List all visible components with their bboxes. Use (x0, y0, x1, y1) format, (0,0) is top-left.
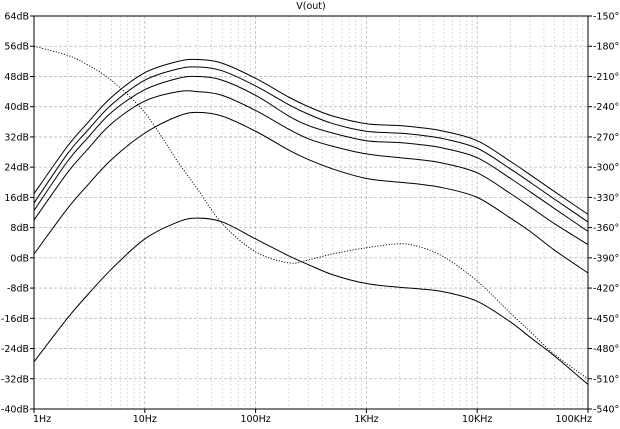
x-tick-label: 100Hz (240, 414, 270, 424)
plot-frame (33, 15, 589, 410)
y-right-tick-label: -540° (593, 405, 619, 416)
x-tick-label: 10Hz (133, 414, 157, 424)
y-right-tick-label: -360° (593, 223, 619, 234)
y-left-tick-label: -24dB (1, 344, 29, 355)
y-right-tick-label: -390° (593, 253, 619, 264)
x-tick-label: 1Hz (33, 414, 51, 424)
x-tick-label: 100KHz (556, 414, 593, 424)
y-right-tick-label: -480° (593, 344, 619, 355)
y-left-tick-label: 8dB (10, 223, 29, 234)
magnitude-series-line (33, 58, 589, 215)
chart-title: V(out) (296, 1, 325, 12)
y-right-tick-label: -150° (593, 12, 619, 23)
y-left-tick-label: 0dB (10, 253, 29, 264)
phase-series-line (33, 45, 589, 380)
y-right-tick-label: -180° (593, 42, 619, 53)
y-right-tick-label: -420° (593, 284, 619, 295)
magnitude-series-line (33, 90, 589, 246)
axes: 64dB 56dB 48dB 40dB 32dB 24dB 16dB 8dB 0dB -8dB -1… (1, 12, 619, 426)
y-right-tick-label: -210° (593, 72, 619, 83)
grid (34, 16, 588, 409)
y-left-tick-label: 48dB (4, 72, 29, 83)
y-left-tick-label: 32dB (4, 132, 29, 143)
y-right-tick-label: -450° (593, 314, 619, 325)
y-left-tick-label: 56dB (4, 42, 29, 53)
y-left-tick-label: 16dB (4, 193, 29, 204)
magnitude-series-line (33, 66, 589, 223)
y-left-tick-label: -40dB (1, 405, 29, 416)
y-right-tick-label: -510° (593, 374, 619, 385)
magnitude-series-line (33, 111, 589, 274)
y-right-tick-label: -330° (593, 193, 619, 204)
y-right-tick-label: -240° (593, 102, 619, 113)
y-left-tick-label: 40dB (4, 102, 29, 113)
series (33, 45, 589, 385)
x-tick-label: 1KHz (354, 414, 378, 424)
y-left-tick-label: -16dB (1, 314, 29, 325)
y-left-tick-label: -8dB (7, 284, 29, 295)
y-left-tick-label: 24dB (4, 163, 29, 174)
x-tick-label: 10KHz (462, 414, 492, 424)
y-left-tick-label: 64dB (4, 12, 29, 23)
y-right-tick-label: -270° (593, 132, 619, 143)
magnitude-series-line (33, 75, 589, 232)
magnitude-series-line (33, 217, 589, 385)
y-right-tick-label: -300° (593, 163, 619, 174)
y-left-tick-label: -32dB (1, 374, 29, 385)
